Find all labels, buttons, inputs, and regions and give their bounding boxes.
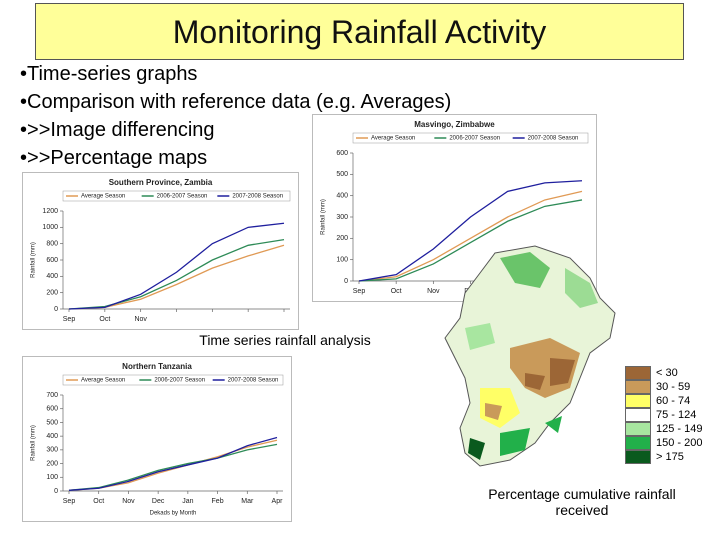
y-tick-label: 600	[46, 406, 58, 413]
legend-item: 125 - 149	[625, 422, 703, 437]
legend-label: 75 - 124	[656, 409, 697, 421]
x-tick-label: Jan	[182, 498, 193, 505]
series-line	[68, 244, 285, 310]
x-tick-label: Oct	[99, 316, 110, 323]
legend-label: 150 - 200	[656, 437, 703, 449]
y-tick-label: 0	[54, 488, 58, 495]
legend-box	[352, 132, 589, 144]
y-tick-label: 300	[336, 214, 348, 221]
caption: Time series rainfall analysis	[178, 332, 392, 348]
legend-label: < 30	[656, 367, 678, 379]
chart-title: Masvingo, Zimbabwe	[414, 120, 495, 129]
legend-label: 2007-2008 Season	[228, 378, 279, 384]
legend-swatch	[625, 408, 651, 423]
x-tick-label: Feb	[212, 498, 224, 505]
rainfall-map	[444, 245, 616, 467]
legend-box	[62, 190, 291, 202]
legend-item: 75 - 124	[625, 408, 702, 423]
y-tick-label: 300	[46, 447, 58, 454]
y-tick-label: 800	[46, 241, 58, 248]
series-line	[68, 439, 278, 491]
x-tick-label: Oct	[93, 498, 104, 505]
x-tick-label: Sep	[63, 316, 76, 323]
legend-box	[62, 374, 284, 386]
chart-title: Southern Province, Zambia	[109, 178, 213, 187]
x-tick-label: Apr	[272, 498, 284, 505]
chart-masvingo: Masvingo, Zimbabwe Average Season 2006-200…	[312, 114, 597, 302]
legend-label: 2006-2007 Season	[449, 136, 500, 142]
y-tick-label: 100	[336, 257, 348, 264]
legend-item: < 30	[625, 366, 702, 381]
y-axis-label: Rainfall (mm)	[31, 242, 37, 278]
series-line	[358, 199, 583, 282]
legend-label: 2006-2007 Season	[154, 378, 205, 384]
y-tick-label: 200	[336, 235, 348, 242]
x-tick-label: Nov	[427, 288, 440, 295]
legend-swatch	[625, 422, 651, 437]
y-tick-label: 0	[344, 278, 348, 285]
x-tick-label: Dec	[152, 498, 165, 505]
legend-item: 30 - 59	[625, 380, 702, 395]
legend-swatch	[625, 436, 651, 451]
y-tick-label: 400	[46, 433, 58, 440]
legend-item: 150 - 200	[625, 436, 703, 451]
y-tick-label: 500	[336, 171, 348, 178]
y-tick-label: 1200	[42, 208, 58, 215]
x-tick-label: Nov	[134, 316, 147, 323]
legend-label: 30 - 59	[656, 381, 691, 393]
y-tick-label: 500	[46, 419, 58, 426]
legend-label: Average Season	[371, 136, 415, 142]
legend-label: 60 - 74	[656, 395, 691, 407]
series-line	[68, 238, 285, 310]
x-tick-label: Sep	[63, 498, 76, 505]
y-axis-label: Rainfall (mm)	[31, 425, 37, 461]
x-tick-label: Sep	[353, 288, 366, 295]
y-tick-label: 700	[46, 392, 58, 399]
bullet-list: Time-series graphs Comparison with refer…	[20, 60, 451, 172]
legend-label: > 175	[656, 451, 684, 463]
y-tick-label: 200	[46, 460, 58, 467]
legend-label: 2007-2008 Season	[232, 194, 283, 200]
legend-label: Average Season	[81, 378, 125, 384]
y-tick-label: 200	[46, 290, 58, 297]
y-tick-label: 1000	[42, 224, 58, 231]
slide-title: Monitoring Rainfall Activity	[35, 3, 684, 60]
y-tick-label: 600	[46, 257, 58, 264]
chart-title: Northern Tanzania	[122, 362, 192, 371]
legend-swatch	[625, 450, 651, 465]
x-tick-label: Nov	[122, 498, 135, 505]
series-line	[68, 222, 285, 310]
y-tick-label: 100	[46, 474, 58, 481]
x-tick-label: Oct	[391, 288, 402, 295]
series-line	[68, 436, 278, 491]
series-line	[358, 190, 583, 282]
map-legend: < 30 30 - 59 60 - 74 75 - 124 125 - 149 …	[625, 366, 703, 465]
y-tick-label: 400	[46, 273, 58, 280]
caption: Percentage cumulative rainfall received	[482, 486, 682, 518]
chart-zambia: Southern Province, Zambia Average Season 2…	[22, 172, 299, 330]
series-line	[68, 443, 278, 491]
x-tick-label: Mar	[241, 498, 254, 505]
y-tick-label: 0	[54, 306, 58, 313]
y-tick-label: 400	[336, 193, 348, 200]
bullet: Comparison with reference data (e.g. Ave…	[20, 88, 451, 116]
y-axis-label: Rainfall (mm)	[321, 199, 327, 235]
legend-label: 2006-2007 Season	[157, 194, 208, 200]
x-axis-label: Dekads by Month	[150, 511, 197, 517]
bullet: >>Image differencing	[20, 116, 451, 144]
bullet: >>Percentage maps	[20, 144, 451, 172]
legend-item: > 175	[625, 450, 702, 465]
y-tick-label: 600	[336, 150, 348, 157]
legend-swatch	[625, 394, 651, 409]
legend-swatch	[625, 380, 651, 395]
legend-label: 125 - 149	[656, 423, 703, 435]
chart-tanzania: Northern Tanzania Average Season 2006-2007…	[22, 356, 292, 522]
legend-label: 2007-2008 Season	[528, 136, 579, 142]
bullet: Time-series graphs	[20, 60, 451, 88]
legend-label: Average Season	[81, 194, 125, 200]
series-line	[358, 180, 583, 282]
legend-swatch	[625, 366, 651, 381]
legend-item: 60 - 74	[625, 394, 702, 409]
